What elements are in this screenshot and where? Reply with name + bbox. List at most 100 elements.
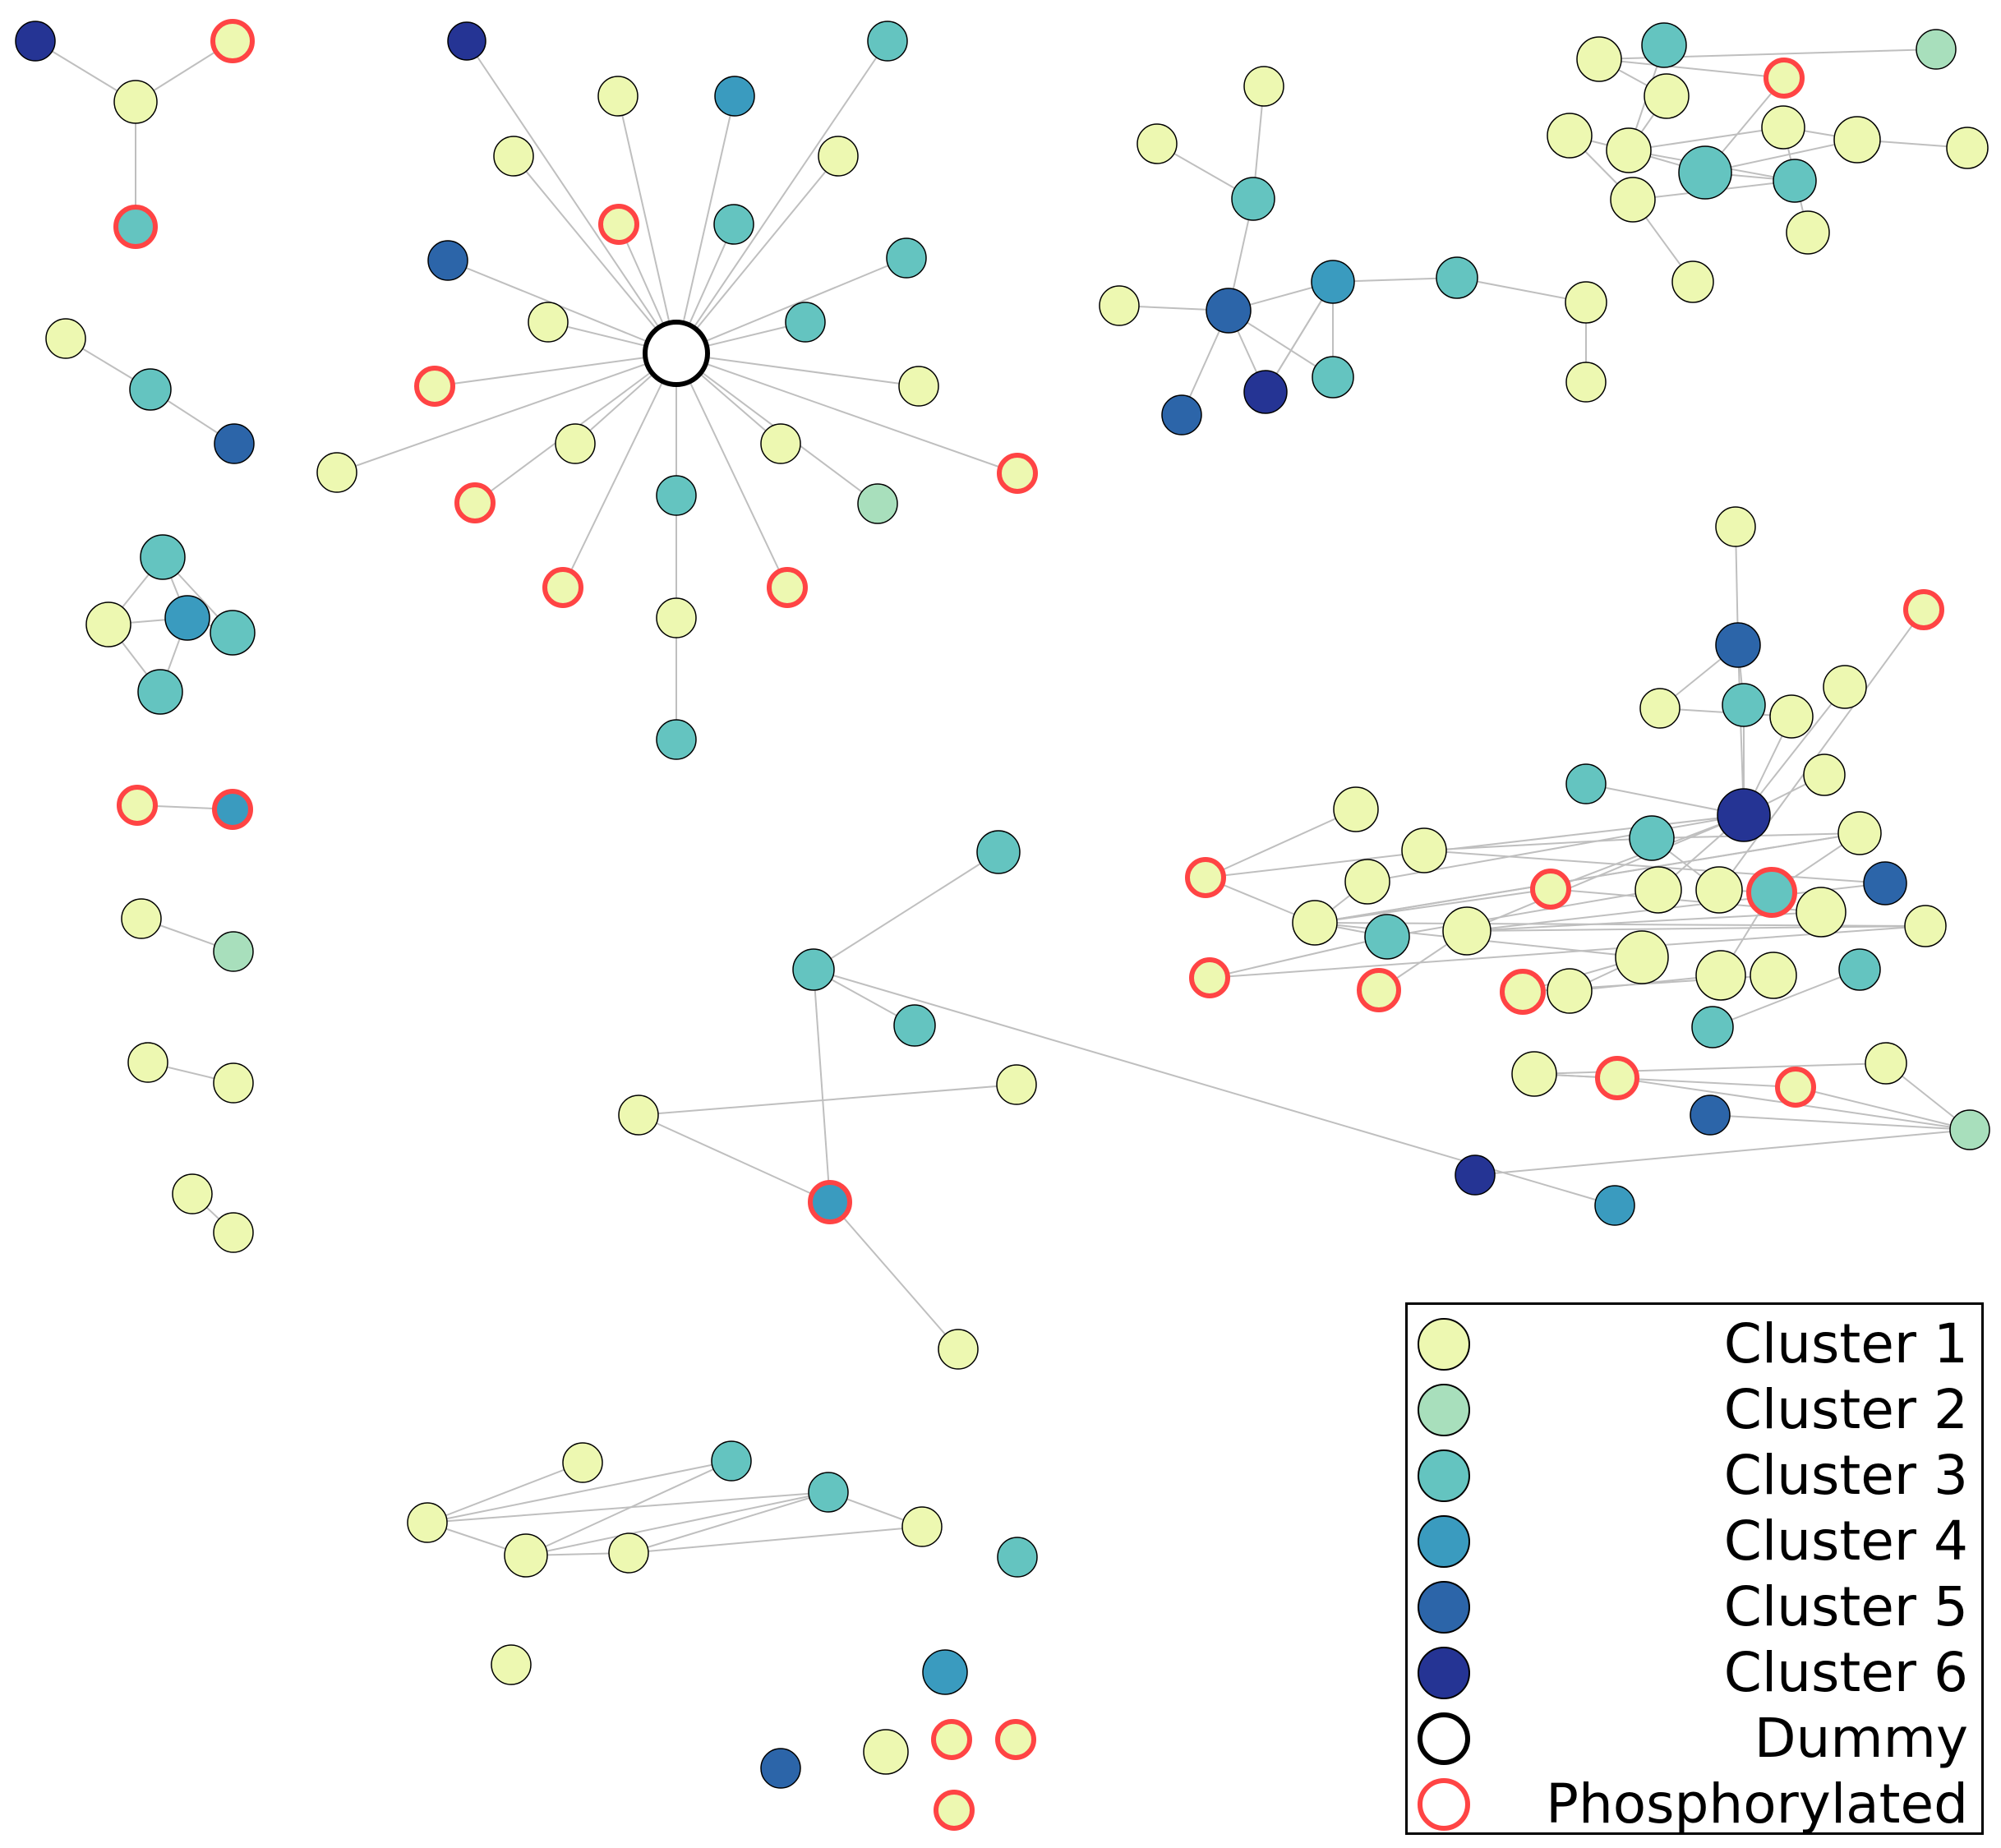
cluster-1-node-phosphorylated — [995, 1719, 1036, 1760]
network-edge — [628, 1526, 923, 1554]
network-edge — [675, 353, 920, 387]
cluster-2-node — [1916, 29, 1957, 70]
legend-swatch-cluster-4 — [1418, 1515, 1470, 1568]
cluster-3-node — [140, 534, 186, 580]
legend-item-phosphorylated: Phosphorylated — [1408, 1772, 1981, 1837]
cluster-1-node — [1761, 105, 1805, 150]
cluster-5-node — [1206, 288, 1252, 334]
legend-swatch-cluster-5 — [1418, 1581, 1470, 1634]
cluster-1-node — [760, 423, 801, 464]
cluster-1-node — [1099, 285, 1140, 326]
cluster-1-node — [113, 80, 158, 124]
network-edge — [336, 353, 677, 473]
cluster-1-node-phosphorylated — [1185, 857, 1226, 898]
cluster-1-node — [528, 302, 569, 343]
cluster-1-node — [45, 318, 86, 359]
network-edge — [675, 257, 907, 354]
legend-item-cluster-4: Cluster 4 — [1408, 1509, 1981, 1574]
cluster-1-node-phosphorylated — [1903, 589, 1944, 630]
cluster-1-node — [996, 1064, 1037, 1105]
cluster-3-node — [210, 610, 256, 656]
cluster-3-node — [129, 368, 172, 411]
cluster-1-node — [1750, 952, 1797, 999]
network-edge — [525, 1460, 732, 1556]
cluster-1-node — [1511, 1051, 1557, 1097]
network-edge — [1474, 1129, 1971, 1176]
network-edge — [426, 1462, 583, 1523]
cluster-3-node-phosphorylated — [1746, 867, 1797, 918]
node-layer — [15, 19, 1990, 1831]
network-edge — [617, 95, 677, 354]
cluster-1-node — [1606, 127, 1652, 173]
cluster-1-node — [213, 1062, 254, 1104]
cluster-6-node — [1243, 370, 1288, 414]
cluster-3-node — [1641, 22, 1687, 68]
cluster-1-node — [1634, 866, 1682, 914]
cluster-4-node — [164, 595, 210, 641]
legend-label-phosphorylated: Phosphorylated — [1546, 1772, 1968, 1836]
dummy-node — [643, 320, 710, 387]
network-edge — [1709, 1114, 1971, 1131]
legend-item-cluster-2: Cluster 2 — [1408, 1377, 1981, 1443]
cluster-3-node — [656, 475, 697, 516]
cluster-3-node — [997, 1537, 1038, 1578]
legend-item-dummy: Dummy — [1408, 1706, 1981, 1772]
cluster-1-node-phosphorylated — [997, 453, 1038, 494]
network-edge — [1466, 814, 1745, 932]
network-edge — [1423, 837, 1653, 851]
cluster-5-node — [1715, 622, 1761, 668]
cluster-1-node — [608, 1532, 649, 1574]
cluster-1-node-phosphorylated — [210, 19, 255, 63]
cluster-1-node-phosphorylated — [117, 785, 158, 826]
cluster-1-node — [213, 1212, 254, 1253]
network-edge — [675, 40, 888, 354]
cluster-1-node — [1695, 950, 1746, 1001]
legend-swatch-cluster-2 — [1418, 1384, 1470, 1436]
cluster-3-node — [1678, 145, 1732, 200]
cluster-1-node-phosphorylated — [1764, 58, 1805, 99]
cluster-6-node — [1455, 1154, 1496, 1196]
network-edge — [426, 1460, 732, 1523]
cluster-3-node — [1838, 948, 1881, 991]
network-edge — [675, 155, 839, 354]
cluster-1-node — [863, 1729, 909, 1775]
network-edge — [513, 155, 677, 354]
network-edge — [1533, 1073, 1796, 1088]
cluster-5-node — [760, 1748, 801, 1789]
network-edge — [447, 260, 677, 354]
cluster-6-node — [447, 21, 486, 61]
cluster-5-node — [427, 240, 468, 281]
cluster-1-node — [1547, 968, 1593, 1014]
network-edge — [1737, 644, 1745, 816]
cluster-1-node-phosphorylated — [414, 366, 455, 407]
network-edge — [426, 1491, 829, 1523]
cluster-1-node — [493, 136, 534, 177]
cluster-5-node — [214, 423, 255, 464]
network-edge — [638, 1084, 1017, 1116]
cluster-3-node — [886, 237, 927, 279]
cluster-3-node — [867, 21, 908, 62]
network-edge — [675, 95, 735, 354]
cluster-4-node — [714, 76, 755, 117]
cluster-1-node-phosphorylated — [454, 482, 496, 523]
cluster-1-node — [1946, 127, 1989, 169]
cluster-1-node-phosphorylated — [1775, 1067, 1816, 1108]
cluster-1-node — [1796, 887, 1847, 938]
cluster-1-node — [1904, 905, 1947, 947]
network-edge — [1712, 969, 1860, 1028]
cluster-1-node-phosphorylated — [767, 567, 808, 608]
cluster-1-node — [1769, 694, 1814, 739]
cluster-6-node — [15, 21, 56, 62]
cluster-1-node — [1333, 786, 1379, 832]
network-edge — [1466, 925, 1926, 932]
cluster-3-node — [1312, 356, 1354, 399]
cluster-3-node — [1231, 177, 1275, 221]
cluster-3-node — [137, 669, 183, 715]
cluster-3-node — [1722, 683, 1766, 727]
network-edge — [813, 851, 999, 970]
legend-swatch-cluster-6 — [1418, 1647, 1470, 1699]
cluster-6-node — [1717, 788, 1771, 842]
cluster-3-node — [1629, 815, 1675, 861]
cluster-1-node — [316, 452, 357, 493]
network-edge — [562, 353, 677, 588]
